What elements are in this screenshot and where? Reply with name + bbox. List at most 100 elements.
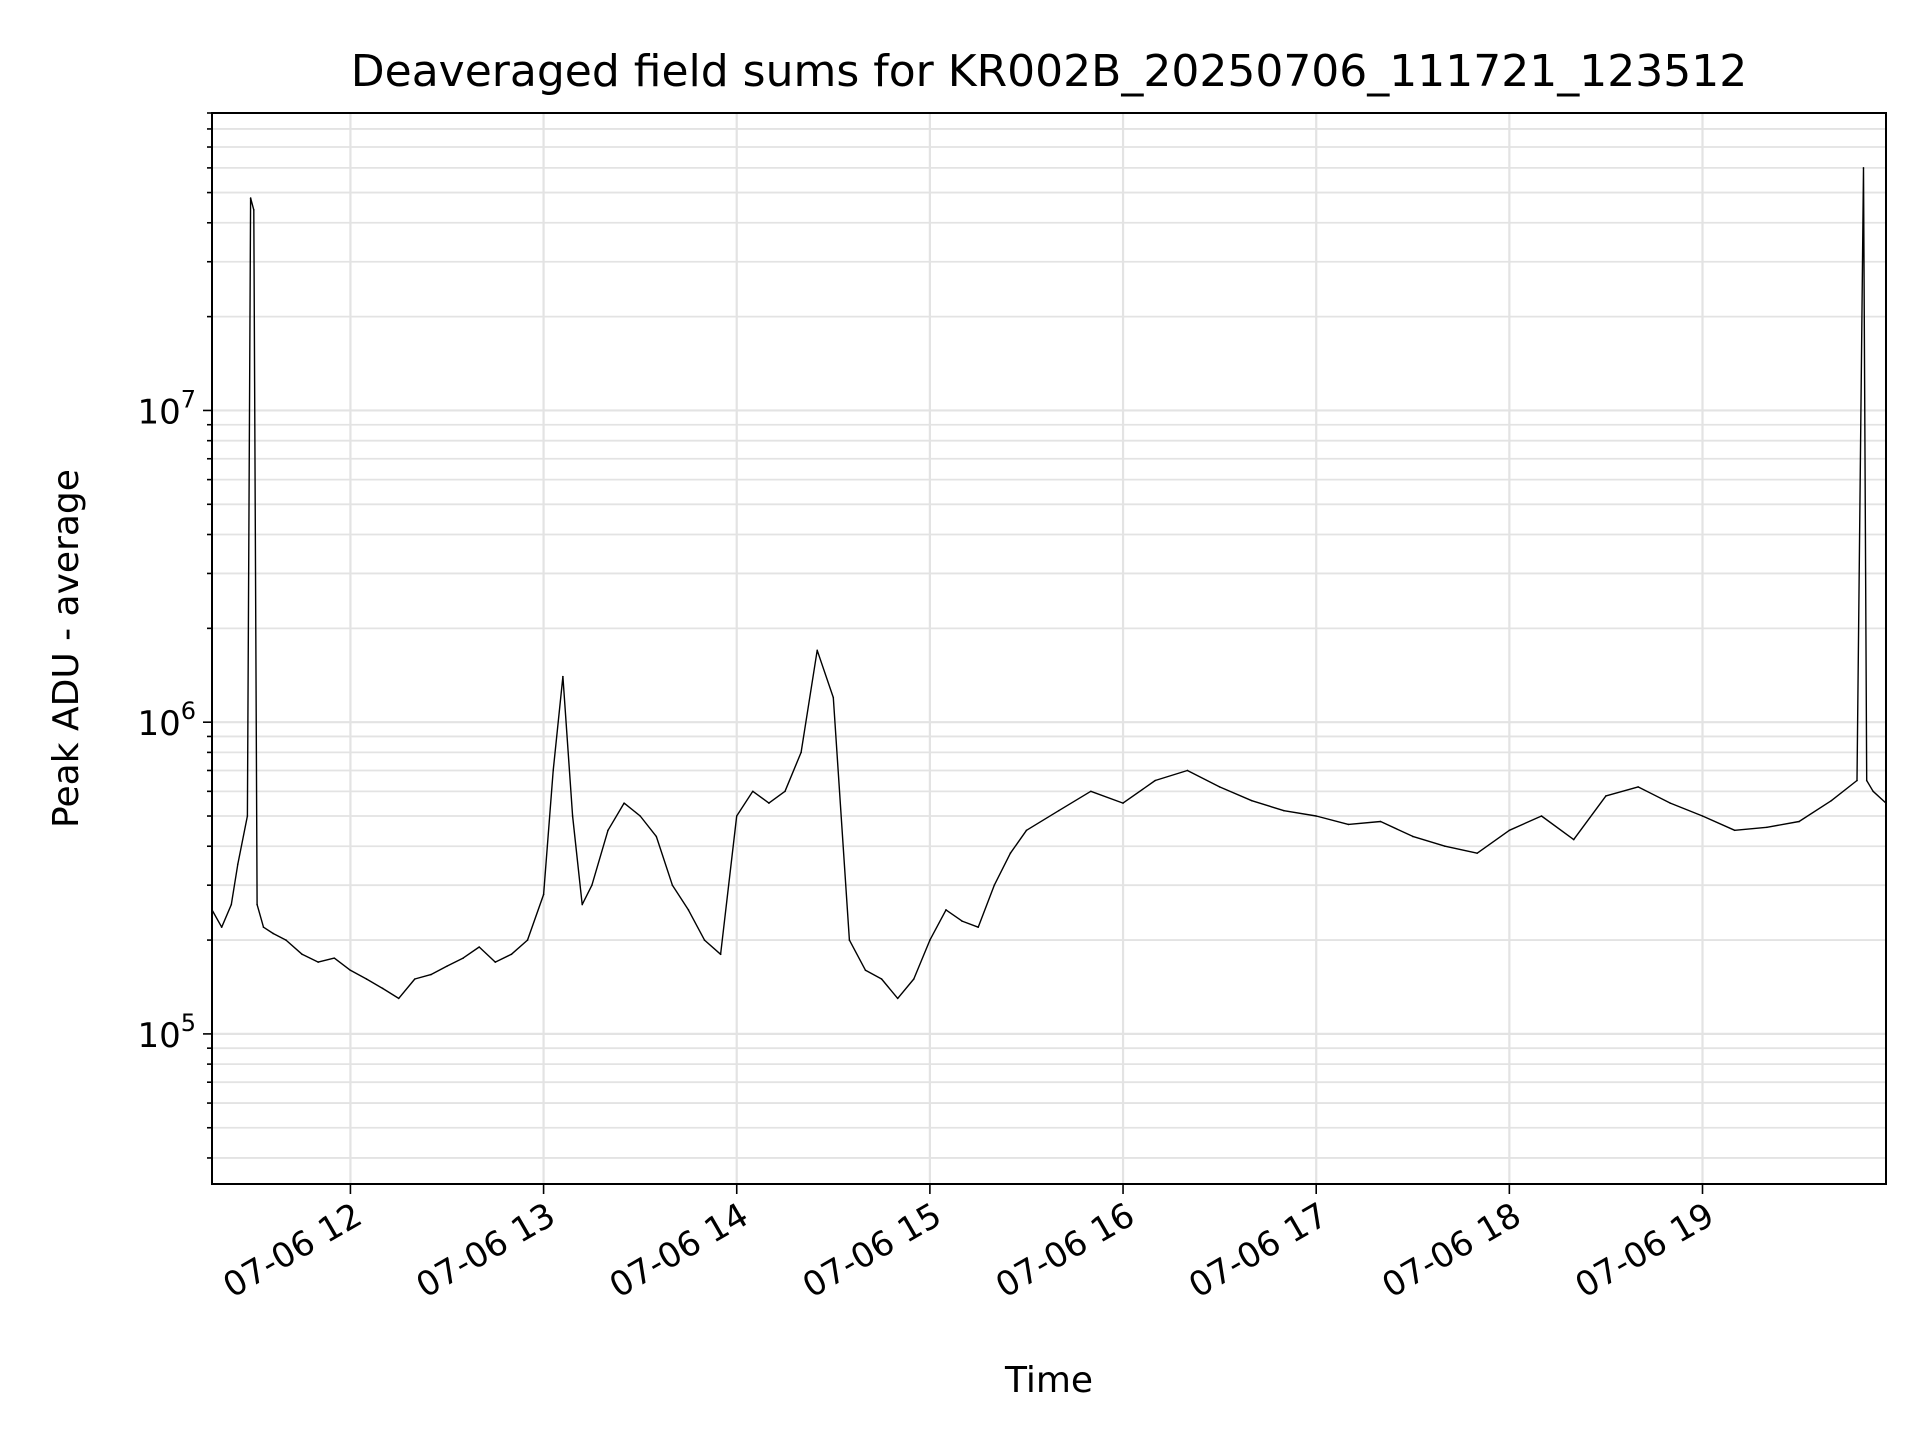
data-point <box>703 939 706 941</box>
data-point <box>1733 829 1736 832</box>
data-point <box>1411 835 1414 838</box>
data-point <box>246 815 249 817</box>
data-point <box>591 884 593 886</box>
data-point <box>1540 815 1543 817</box>
chart-title: Deaveraged field sums for KR002B_2025070… <box>351 46 1747 97</box>
data-point <box>1605 795 1607 797</box>
x-axis-label: Time <box>1004 1360 1093 1401</box>
data-point <box>719 953 722 956</box>
data-point <box>880 978 883 980</box>
data-point <box>848 939 851 941</box>
data-point <box>1572 838 1575 841</box>
data-point <box>1637 786 1639 788</box>
data-point <box>623 802 625 804</box>
data-point <box>581 903 584 906</box>
data-point <box>430 973 432 976</box>
data-point <box>655 835 658 838</box>
data-point <box>1379 820 1382 823</box>
data-point <box>1444 845 1446 848</box>
data-point <box>1830 799 1833 802</box>
y-tick-exponent: 5 <box>181 1009 196 1037</box>
data-point <box>333 957 336 959</box>
data-point <box>256 903 258 906</box>
y-tick-exponent: 6 <box>181 697 196 725</box>
data-point <box>1090 790 1092 793</box>
data-point <box>1122 802 1124 804</box>
data-point <box>494 961 497 963</box>
data-point <box>1025 829 1028 832</box>
data-point <box>414 978 416 980</box>
data-point <box>253 209 255 211</box>
data-point <box>832 696 835 699</box>
data-point <box>446 965 448 967</box>
data-point <box>478 946 480 948</box>
data-point <box>1347 823 1350 826</box>
data-point <box>542 893 545 896</box>
data-point <box>1154 779 1157 782</box>
data-point <box>1283 809 1285 812</box>
data-point <box>1862 167 1865 169</box>
data-point <box>993 884 996 886</box>
y-tick-exponent: 7 <box>181 385 196 413</box>
data-point <box>752 790 754 793</box>
data-point <box>912 978 915 980</box>
data-point <box>864 969 867 972</box>
data-point <box>1865 779 1868 782</box>
data-point <box>397 997 400 1000</box>
data-point <box>230 903 233 906</box>
data-point <box>317 961 320 963</box>
data-point <box>526 939 529 941</box>
data-point <box>735 815 738 817</box>
data-point <box>220 926 223 928</box>
grid <box>212 112 1886 1184</box>
y-tick-label: 107 <box>137 385 196 432</box>
data-point <box>671 884 674 886</box>
data-point <box>272 932 274 935</box>
data-point <box>510 953 513 956</box>
data-point <box>1766 826 1768 829</box>
data-point <box>552 769 555 772</box>
data-point <box>1057 809 1060 812</box>
series-layer <box>211 167 1887 1000</box>
y-tick-base: 10 <box>137 1016 180 1056</box>
data-point <box>1186 769 1189 772</box>
data-point <box>1669 802 1672 804</box>
data-point <box>1218 786 1221 788</box>
data-point <box>1701 815 1704 817</box>
data-point <box>896 997 899 1000</box>
data-point <box>365 978 368 980</box>
data-point <box>687 909 690 911</box>
data-point <box>262 926 265 928</box>
data-point <box>961 920 963 922</box>
data-point <box>1251 799 1253 802</box>
data-point <box>800 751 802 754</box>
data-point <box>1798 820 1800 823</box>
data-point <box>462 957 464 959</box>
data-point <box>1315 815 1317 817</box>
data-point <box>301 953 303 956</box>
data-point <box>571 815 574 817</box>
data-point <box>1009 852 1012 854</box>
data-point <box>607 829 609 832</box>
data-point <box>768 802 770 804</box>
data-point <box>1508 829 1511 832</box>
data-point <box>1872 790 1874 793</box>
data-point <box>639 815 641 817</box>
y-tick-label: 105 <box>137 1009 196 1056</box>
data-point <box>784 790 786 793</box>
data-point <box>1856 779 1858 782</box>
y-tick-base: 10 <box>137 704 180 744</box>
data-point <box>381 987 384 990</box>
data-point <box>816 649 819 652</box>
data-point <box>236 863 239 866</box>
data-point <box>349 969 352 972</box>
data-point <box>249 197 252 199</box>
data-point <box>929 939 931 941</box>
y-axis-label: Peak ADU - average <box>46 469 87 828</box>
plot-frame <box>211 112 1887 1185</box>
y-tick-base: 10 <box>137 392 180 432</box>
data-point <box>285 939 287 941</box>
data-point <box>977 926 979 928</box>
